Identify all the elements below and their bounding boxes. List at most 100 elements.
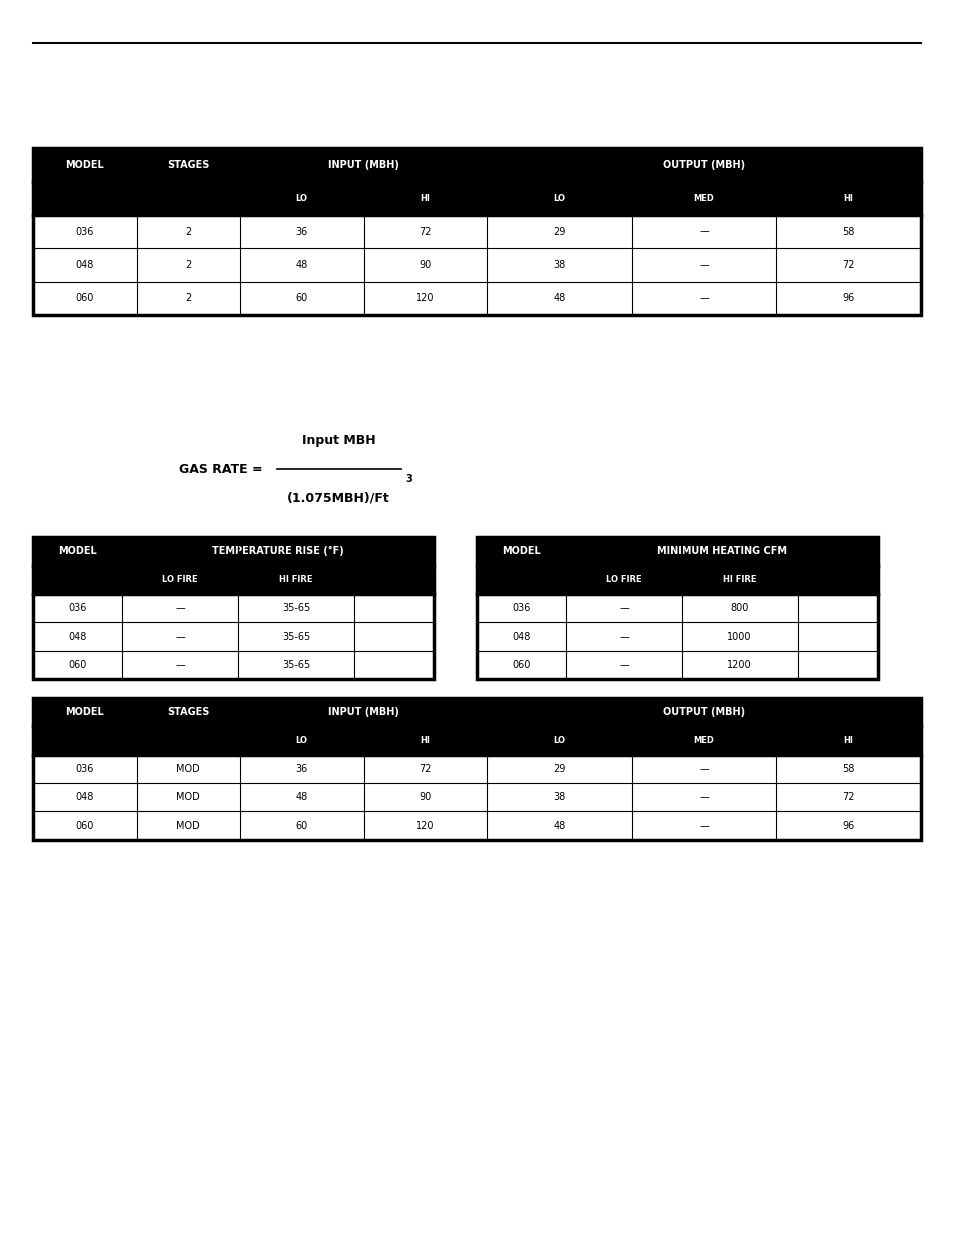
Text: 96: 96 [841, 293, 854, 304]
Text: STAGES: STAGES [167, 159, 209, 170]
Text: —: — [175, 631, 185, 642]
Text: 048: 048 [75, 259, 94, 270]
Bar [476, 537, 877, 566]
Text: LO: LO [553, 736, 565, 745]
Text: —: — [618, 631, 628, 642]
Text: 1000: 1000 [726, 631, 751, 642]
Text: OUTPUT (MBH): OUTPUT (MBH) [662, 159, 744, 170]
Text: 35-65: 35-65 [282, 631, 310, 642]
Bar [33, 537, 434, 679]
Text: 38: 38 [553, 259, 565, 270]
Text: —: — [699, 763, 708, 774]
Text: 35-65: 35-65 [282, 603, 310, 614]
Text: 060: 060 [69, 659, 87, 671]
Text: 1200: 1200 [726, 659, 751, 671]
Text: 060: 060 [75, 293, 94, 304]
Text: MINIMUM HEATING CFM: MINIMUM HEATING CFM [657, 546, 786, 557]
Text: —: — [175, 603, 185, 614]
Text: 60: 60 [295, 820, 308, 831]
Text: MODEL: MODEL [66, 159, 104, 170]
Text: LO: LO [295, 194, 307, 203]
Text: 2: 2 [185, 293, 191, 304]
Text: 96: 96 [841, 820, 854, 831]
Text: 35-65: 35-65 [282, 659, 310, 671]
Text: 120: 120 [416, 820, 435, 831]
Text: 048: 048 [512, 631, 530, 642]
Text: MOD: MOD [176, 820, 200, 831]
Text: 90: 90 [419, 259, 431, 270]
Bar [476, 566, 877, 594]
Text: 48: 48 [295, 259, 308, 270]
Text: 72: 72 [841, 792, 854, 803]
Text: STAGES: STAGES [167, 706, 209, 718]
Text: INPUT (MBH): INPUT (MBH) [328, 706, 398, 718]
Bar [33, 148, 920, 182]
Text: 60: 60 [295, 293, 308, 304]
Text: 38: 38 [553, 792, 565, 803]
Text: 72: 72 [418, 226, 431, 237]
Text: 2: 2 [185, 226, 191, 237]
Text: Input MBH: Input MBH [301, 433, 375, 447]
Text: HI FIRE: HI FIRE [722, 576, 756, 584]
Text: HI: HI [420, 736, 430, 745]
Text: MED: MED [693, 736, 714, 745]
Text: GAS RATE =: GAS RATE = [179, 463, 267, 475]
Text: MODEL: MODEL [58, 546, 97, 557]
Text: 58: 58 [841, 226, 854, 237]
Text: MED: MED [693, 194, 714, 203]
Text: (1.075MBH)/Ft: (1.075MBH)/Ft [287, 492, 390, 505]
Text: HI: HI [420, 194, 430, 203]
Text: 2: 2 [185, 259, 191, 270]
Text: LO: LO [295, 736, 307, 745]
Text: 036: 036 [75, 763, 94, 774]
Bar [476, 537, 877, 679]
Text: 036: 036 [69, 603, 87, 614]
Text: 29: 29 [553, 763, 565, 774]
Text: OUTPUT (MBH): OUTPUT (MBH) [662, 706, 744, 718]
Text: 72: 72 [841, 259, 854, 270]
Text: 36: 36 [295, 226, 308, 237]
Text: MODEL: MODEL [501, 546, 540, 557]
Text: TEMPERATURE RISE (°F): TEMPERATURE RISE (°F) [213, 546, 344, 557]
Text: MODEL: MODEL [66, 706, 104, 718]
Text: HI: HI [842, 194, 852, 203]
Text: HI FIRE: HI FIRE [279, 576, 313, 584]
Text: 036: 036 [512, 603, 530, 614]
Bar [33, 182, 920, 215]
Text: 060: 060 [512, 659, 530, 671]
Text: 036: 036 [75, 226, 94, 237]
Text: 48: 48 [553, 293, 565, 304]
Text: 48: 48 [295, 792, 308, 803]
Text: —: — [175, 659, 185, 671]
Text: 29: 29 [553, 226, 565, 237]
Bar [33, 148, 920, 315]
Text: MOD: MOD [176, 792, 200, 803]
Text: —: — [699, 792, 708, 803]
Text: —: — [699, 226, 708, 237]
Text: LO FIRE: LO FIRE [162, 576, 198, 584]
Text: 048: 048 [75, 792, 94, 803]
Text: 800: 800 [730, 603, 748, 614]
Bar [33, 726, 920, 755]
Text: MOD: MOD [176, 763, 200, 774]
Text: LO FIRE: LO FIRE [605, 576, 641, 584]
Text: 048: 048 [69, 631, 87, 642]
Text: 90: 90 [419, 792, 431, 803]
Text: —: — [618, 603, 628, 614]
Text: HI: HI [842, 736, 852, 745]
Bar [33, 537, 434, 566]
Text: —: — [699, 293, 708, 304]
Bar [33, 698, 920, 840]
Text: LO: LO [553, 194, 565, 203]
Text: 060: 060 [75, 820, 94, 831]
Bar [33, 566, 434, 594]
Text: 3: 3 [405, 474, 412, 484]
Text: —: — [618, 659, 628, 671]
Bar [33, 698, 920, 726]
Text: 36: 36 [295, 763, 308, 774]
Text: INPUT (MBH): INPUT (MBH) [328, 159, 398, 170]
Text: 48: 48 [553, 820, 565, 831]
Text: 120: 120 [416, 293, 435, 304]
Text: —: — [699, 820, 708, 831]
Text: —: — [699, 259, 708, 270]
